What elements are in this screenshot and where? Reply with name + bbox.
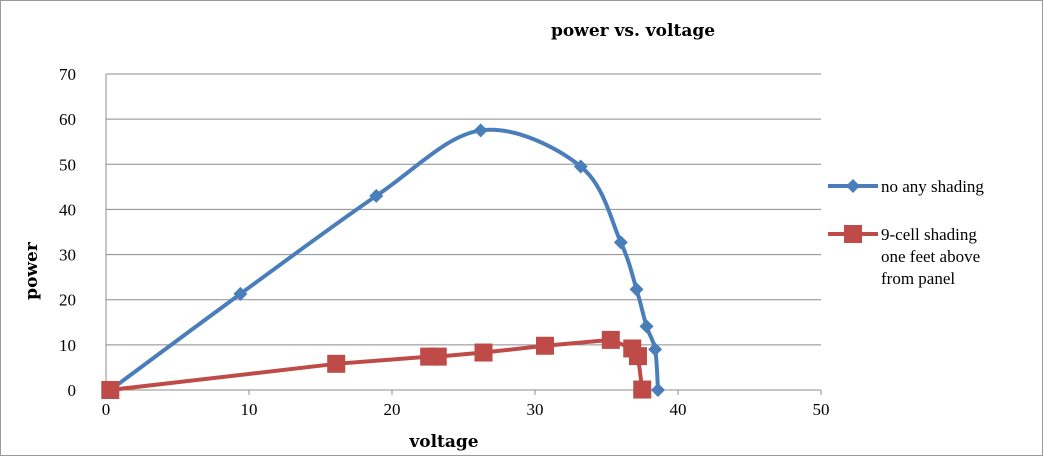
y-tick-label: 70 — [59, 65, 76, 84]
series-line — [110, 340, 642, 390]
legend-label: from panel — [881, 269, 955, 288]
y-tick-label: 0 — [68, 381, 77, 400]
data-point — [536, 337, 554, 355]
y-tick-label: 60 — [59, 110, 76, 129]
x-tick-label: 40 — [670, 400, 687, 419]
data-point — [629, 347, 647, 365]
gridlines — [106, 74, 821, 345]
legend-label: one feet above — [881, 247, 980, 266]
x-tick-label: 20 — [384, 400, 401, 419]
legend-label: no any shading — [881, 177, 984, 196]
legend-marker — [844, 225, 862, 243]
data-point — [429, 348, 447, 366]
chart-title: power vs. voltage — [551, 21, 715, 41]
data-point — [614, 235, 628, 249]
data-point — [633, 381, 651, 399]
legend: no any shading 9-cell shading one feet abo… — [828, 177, 984, 288]
legend-marker — [846, 179, 860, 193]
y-tick-label: 40 — [59, 200, 76, 219]
y-tick-label: 50 — [59, 155, 76, 174]
series-line — [110, 130, 658, 390]
axes — [106, 74, 821, 395]
legend-entry-2: 9-cell shading one feet above from panel — [828, 225, 980, 288]
x-tick-label: 30 — [527, 400, 544, 419]
y-tick-label: 10 — [59, 336, 76, 355]
y-tick-label: 30 — [59, 246, 76, 265]
data-point — [630, 282, 644, 296]
legend-label: 9-cell shading — [881, 225, 977, 244]
x-axis-label: voltage — [408, 432, 478, 452]
data-point — [651, 383, 665, 397]
series-2 — [101, 331, 651, 399]
data-point — [327, 355, 345, 373]
legend-entry-1: no any shading — [828, 177, 984, 196]
x-tick-label: 50 — [813, 400, 830, 419]
y-tick-label: 20 — [59, 291, 76, 310]
tick-labels: 0 10 20 30 40 50 60 70 0 10 20 30 40 50 — [59, 65, 830, 419]
x-tick-label: 0 — [102, 400, 111, 419]
data-point — [475, 344, 493, 362]
y-axis-label: power — [22, 241, 42, 300]
data-point — [602, 331, 620, 349]
data-point — [474, 123, 488, 137]
x-tick-label: 10 — [241, 400, 258, 419]
data-point — [101, 381, 119, 399]
data-point — [640, 319, 654, 333]
